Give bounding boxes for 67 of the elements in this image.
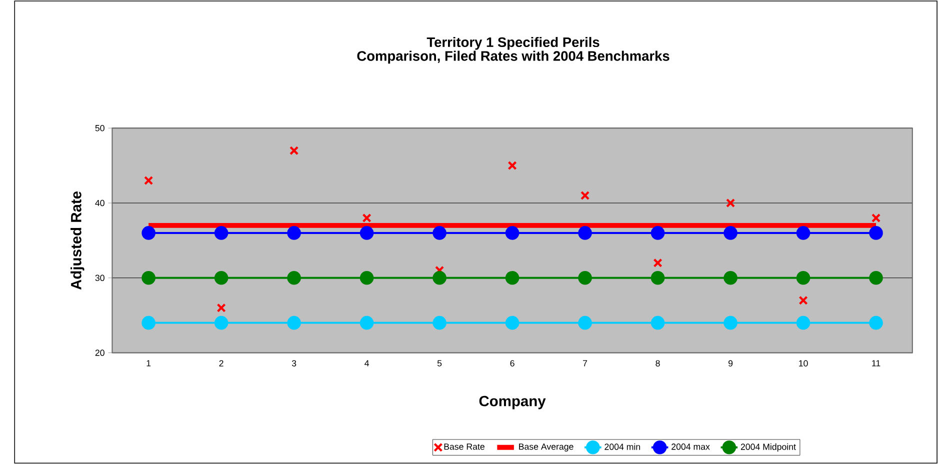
x-axis-title: Company [479,396,546,410]
point [360,316,374,330]
point [144,176,154,186]
point [214,270,228,285]
point [580,190,590,200]
point [142,316,156,330]
y-tick-label: 30 [95,274,104,281]
point [796,316,810,330]
point [362,213,372,222]
point [142,226,156,240]
chart-subtitle: Comparison, Filed Rates with 2004 Benchmarks [357,50,670,64]
y-tick-label: 50 [95,124,104,132]
x-tick-label: 11 [872,360,880,366]
point [216,303,226,312]
point [508,160,517,170]
point [214,316,228,330]
legend-label: 2004 max [672,443,710,450]
x-tick-label: 5 [437,360,442,366]
point [432,270,446,285]
y-tick-label: 40 [95,200,104,206]
point [505,316,520,330]
point [869,270,883,285]
y-axis-title: Adjusted Rate [70,191,84,290]
point [432,316,446,330]
point [653,258,662,268]
point [578,316,592,330]
y-tick-label: 20 [95,350,104,356]
x-tick-label: 3 [292,360,296,366]
legend-label: 2004 min [604,443,640,450]
point [650,270,665,285]
chart-title: Territory 1 Specified Perils [426,36,600,50]
x-tick-label: 1 [146,360,151,366]
x-tick-label: 10 [799,360,808,366]
point [869,226,883,240]
point [287,226,301,240]
x-tick-label: 2 [219,360,224,366]
point [578,270,592,285]
point [432,226,446,240]
point [650,226,665,240]
x-tick-label: 7 [583,360,588,366]
point [871,213,881,222]
point [724,316,738,330]
x-tick-label: 4 [364,360,369,366]
x-tick-label: 6 [510,360,514,366]
x-tick-label: 8 [656,360,660,366]
point [869,316,883,330]
point [505,226,520,240]
point [142,270,156,285]
point [796,270,810,285]
point [214,226,228,240]
legend-label: 2004 Midpoint [740,443,796,452]
point [287,270,301,285]
point [289,146,299,156]
point [724,270,738,285]
legend-label: Base Rate [444,444,484,450]
point [287,316,301,330]
point [505,270,520,285]
legend-label: Base Average [519,444,574,452]
point [724,226,738,240]
point [726,198,736,208]
point [796,226,810,240]
point [578,226,592,240]
point [360,226,374,240]
point [798,296,808,305]
point [360,270,374,285]
point [650,316,665,330]
x-tick-label: 9 [728,360,733,366]
